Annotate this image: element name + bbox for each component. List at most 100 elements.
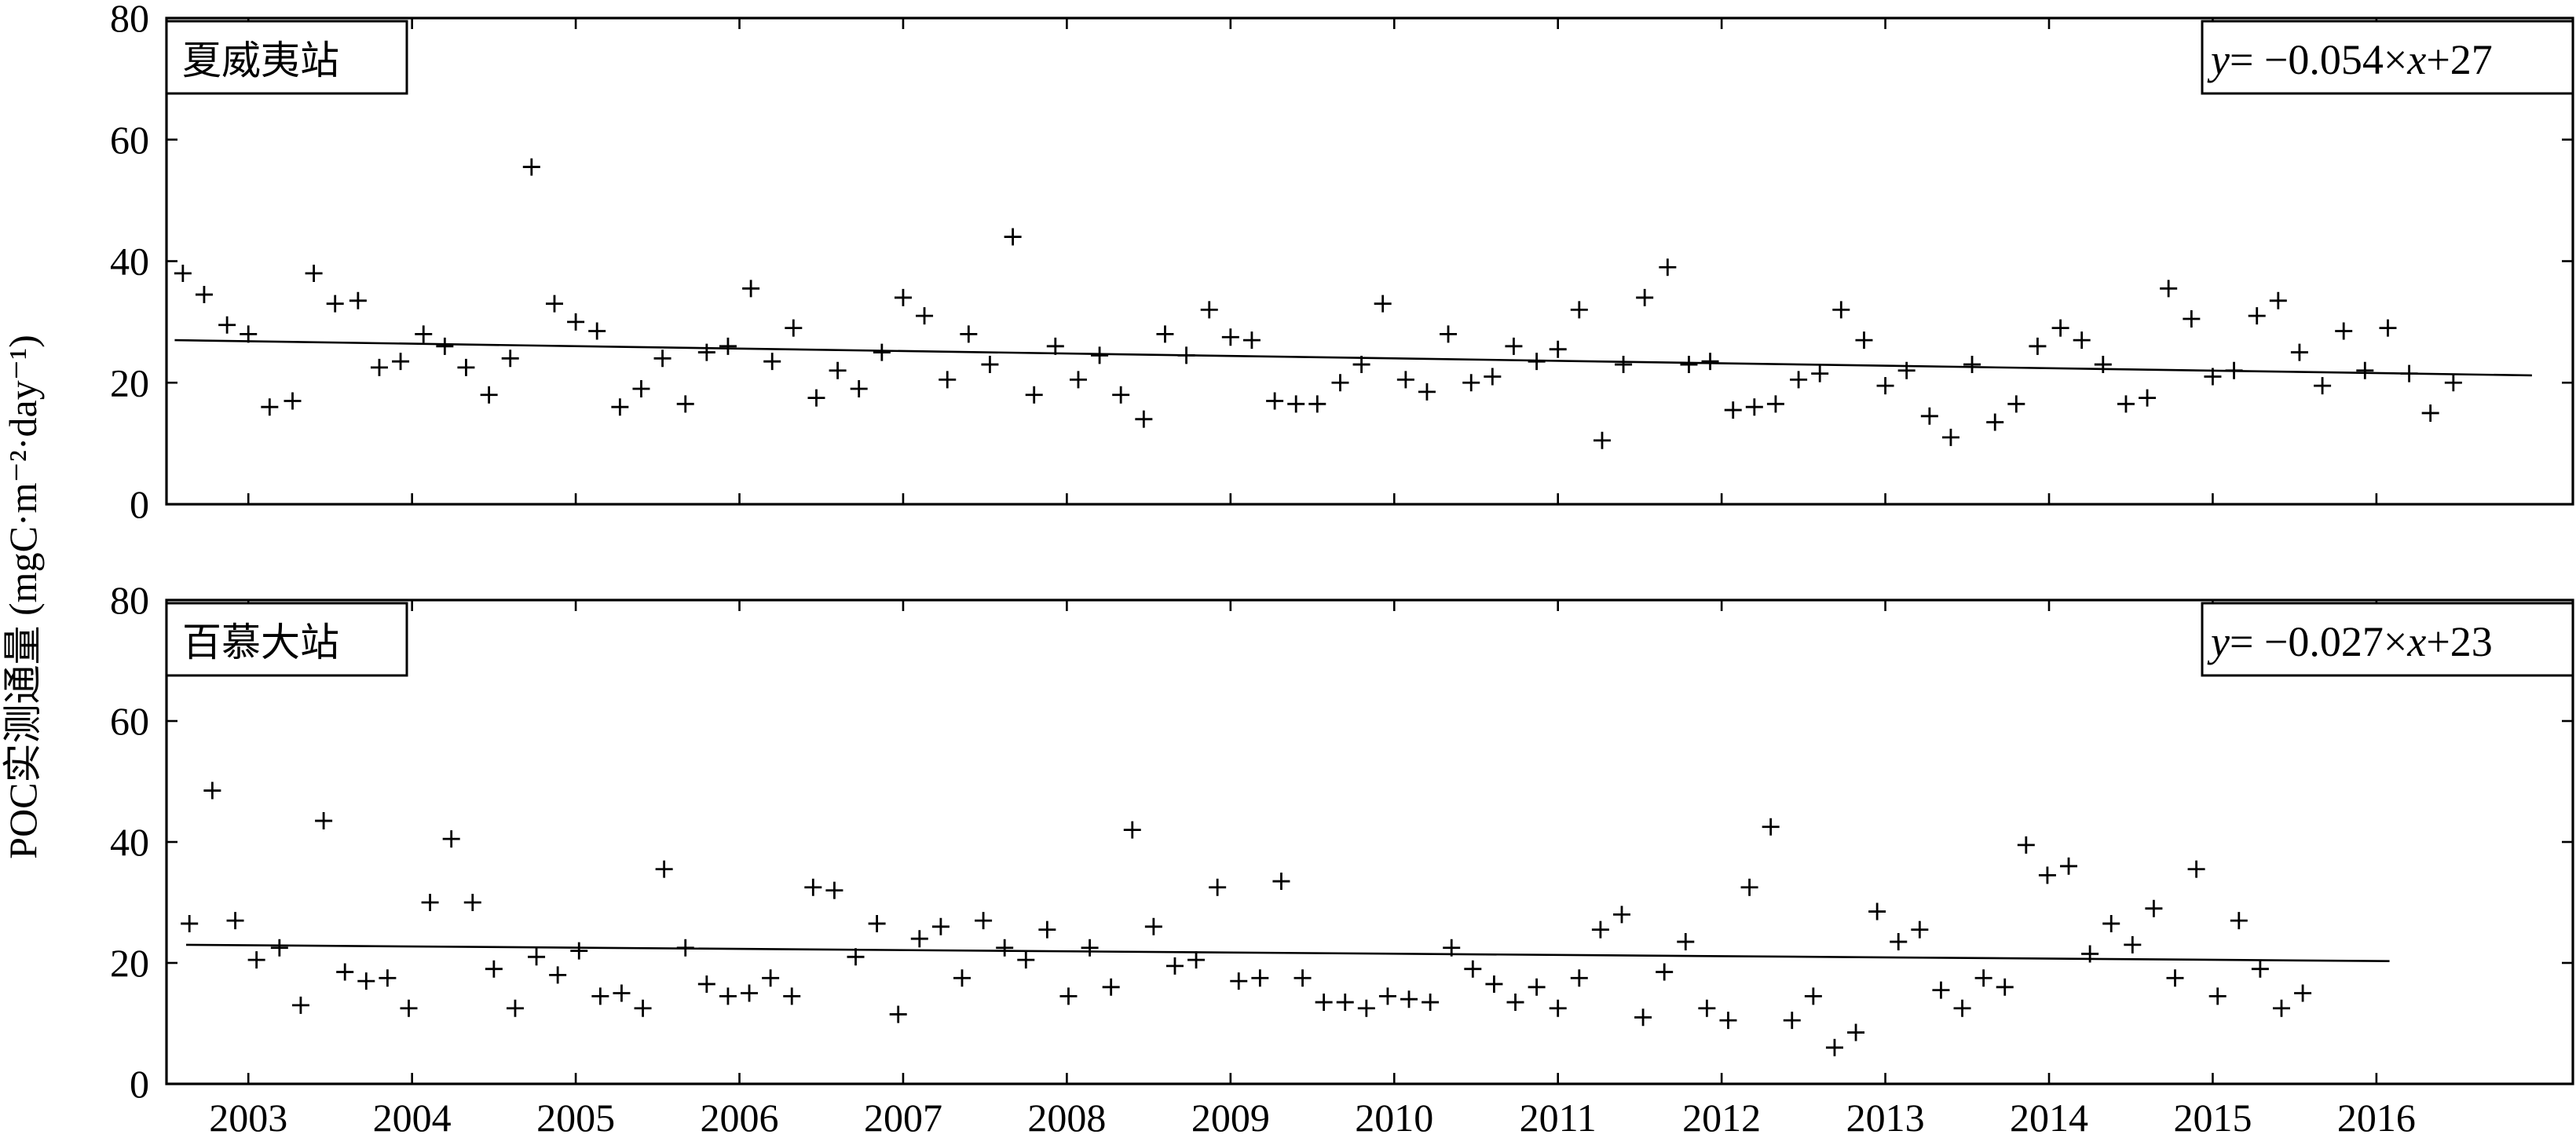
y-tick-label: 0 [130, 482, 149, 526]
data-point [1200, 301, 1218, 319]
trend-line [186, 943, 2390, 962]
data-point [261, 398, 279, 416]
data-point [501, 350, 519, 368]
data-point [2124, 935, 2142, 953]
data-point [894, 288, 912, 306]
data-point [2225, 361, 2243, 379]
data-point [1272, 873, 1290, 891]
data-point [741, 984, 759, 1002]
data-point [2160, 280, 2178, 298]
data-point [1485, 975, 1503, 993]
data-point [2139, 389, 2157, 407]
data-point [315, 812, 333, 830]
y-axis-label: POC实测通量 (mgC·m⁻²·day⁻¹) [1, 335, 45, 858]
data-point [549, 966, 567, 984]
data-point [931, 917, 950, 935]
station-label-box [165, 602, 408, 677]
data-point [1069, 371, 1087, 389]
data-point [1876, 377, 1894, 395]
data-point [291, 996, 309, 1014]
data-point [1825, 1038, 1843, 1056]
data-point [226, 912, 244, 930]
x-tick-label: 2004 [373, 1096, 452, 1140]
data-point [2187, 860, 2205, 878]
data-point [2145, 899, 2163, 917]
data-point [1698, 999, 1716, 1017]
data-point [1251, 969, 1269, 987]
data-point [1974, 969, 1992, 987]
data-point [436, 337, 454, 355]
data-point [981, 356, 999, 374]
data-point [1017, 951, 1035, 969]
data-point [528, 948, 546, 966]
data-point [1059, 987, 1078, 1005]
data-point [1677, 933, 1695, 951]
data-point [868, 914, 886, 932]
data-point [1804, 987, 1822, 1005]
station-label: 百慕大站 [182, 620, 339, 665]
data-point [719, 337, 737, 355]
data-point [174, 264, 192, 282]
x-tick-label: 2010 [1355, 1096, 1433, 1140]
bermuda-station-panel: 0 20 40 60 80 2003 2004 2005 2006 2007 2008 2009 201… [110, 578, 2574, 1140]
y-tick-label: 0 [130, 1062, 149, 1106]
data-point [545, 295, 563, 313]
data-point [1242, 331, 1261, 350]
data-point [634, 999, 652, 1017]
regression-equation: y= −0.027×x+23 [2207, 618, 2493, 665]
data-point [1025, 386, 1043, 404]
station-label-box [165, 20, 408, 95]
data-point [1591, 921, 1609, 939]
data-point [442, 830, 460, 848]
data-point [2421, 404, 2439, 422]
data-point [1549, 340, 1567, 358]
y-tick-label: 20 [110, 361, 149, 404]
data-point [480, 386, 498, 404]
data-point [1505, 337, 1523, 355]
data-point [1570, 301, 1588, 319]
y-tick-label: 40 [110, 240, 149, 284]
x-tick-label: 2003 [209, 1096, 287, 1140]
data-point [357, 972, 375, 990]
data-point [567, 313, 585, 331]
data-point [2444, 374, 2462, 392]
data-point [1230, 972, 1248, 990]
data-point [1336, 994, 1354, 1012]
data-point [653, 350, 671, 368]
data-point [1221, 328, 1239, 346]
data-point [1549, 999, 1567, 1017]
data-point [1719, 1012, 1737, 1030]
data-point [463, 894, 481, 911]
data-point [613, 984, 631, 1002]
y-tick-label: 40 [110, 820, 149, 864]
y-tick-label: 60 [110, 699, 149, 743]
data-point [1593, 431, 1611, 449]
data-point [1790, 371, 1808, 389]
data-point [2060, 857, 2078, 875]
data-point [1680, 356, 1698, 374]
data-point [1308, 395, 1326, 413]
x-tick-label: 2006 [701, 1096, 779, 1140]
data-point [939, 371, 957, 389]
data-point [588, 322, 606, 340]
data-point [2038, 866, 2056, 884]
data-point [1091, 346, 1109, 364]
data-point [762, 969, 780, 987]
data-point [1046, 337, 1064, 355]
data-point [676, 395, 694, 413]
data-point [2007, 395, 2025, 413]
data-point [1396, 371, 1414, 389]
regression-equation-box [2201, 20, 2574, 95]
data-point [203, 781, 221, 800]
data-point [1102, 978, 1120, 996]
data-point [1081, 939, 1099, 957]
data-point [1378, 987, 1396, 1005]
hawaii-station-panel: 0 20 40 60 80 夏威夷站 y= −0.054×x+27 [110, 0, 2574, 526]
data-point [632, 379, 650, 397]
data-point [763, 353, 781, 371]
regression-equation: y= −0.054×x+27 [2207, 36, 2493, 83]
data-point [247, 951, 265, 969]
data-point [2017, 836, 2035, 854]
x-tick-label: 2016 [2337, 1096, 2416, 1140]
data-point [270, 939, 288, 957]
